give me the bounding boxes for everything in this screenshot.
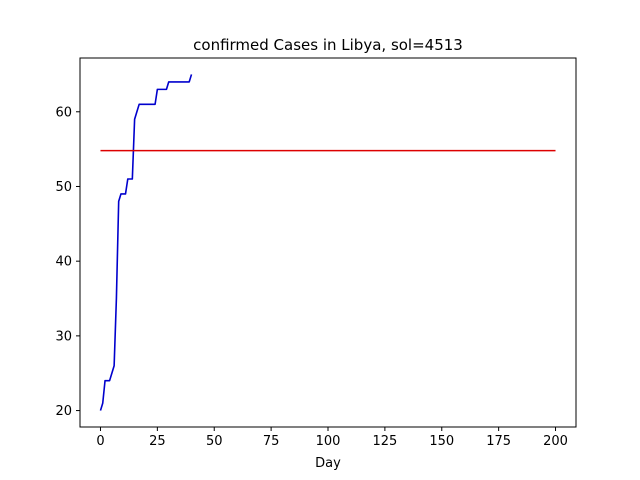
x-tick-label: 125 [372, 434, 397, 449]
y-tick-label: 60 [55, 105, 72, 120]
plot-background [80, 58, 576, 427]
x-tick-label: 50 [206, 434, 223, 449]
y-tick-label: 40 [55, 255, 72, 270]
y-tick-label: 20 [55, 404, 72, 419]
x-tick-label: 200 [543, 434, 568, 449]
y-tick-label: 30 [55, 329, 72, 344]
x-tick-label: 150 [429, 434, 454, 449]
plot-area [80, 58, 576, 427]
y-axis: 20 30 40 50 60 [55, 105, 80, 419]
x-axis: 0 25 50 75 100 125 150 175 200 [96, 427, 568, 449]
y-tick-label: 50 [55, 180, 72, 195]
x-tick-label: 175 [486, 434, 511, 449]
x-tick-label: 0 [96, 434, 104, 449]
plot-frame [79, 57, 577, 428]
x-tick-label: 75 [263, 434, 280, 449]
chart-title: confirmed Cases in Libya, sol=4513 [193, 36, 463, 54]
x-tick-label: 100 [316, 434, 341, 449]
x-axis-label: Day [315, 456, 341, 471]
series-layer [99, 74, 556, 411]
x-tick-label: 25 [149, 434, 166, 449]
confirmed-cases-line [99, 74, 193, 411]
